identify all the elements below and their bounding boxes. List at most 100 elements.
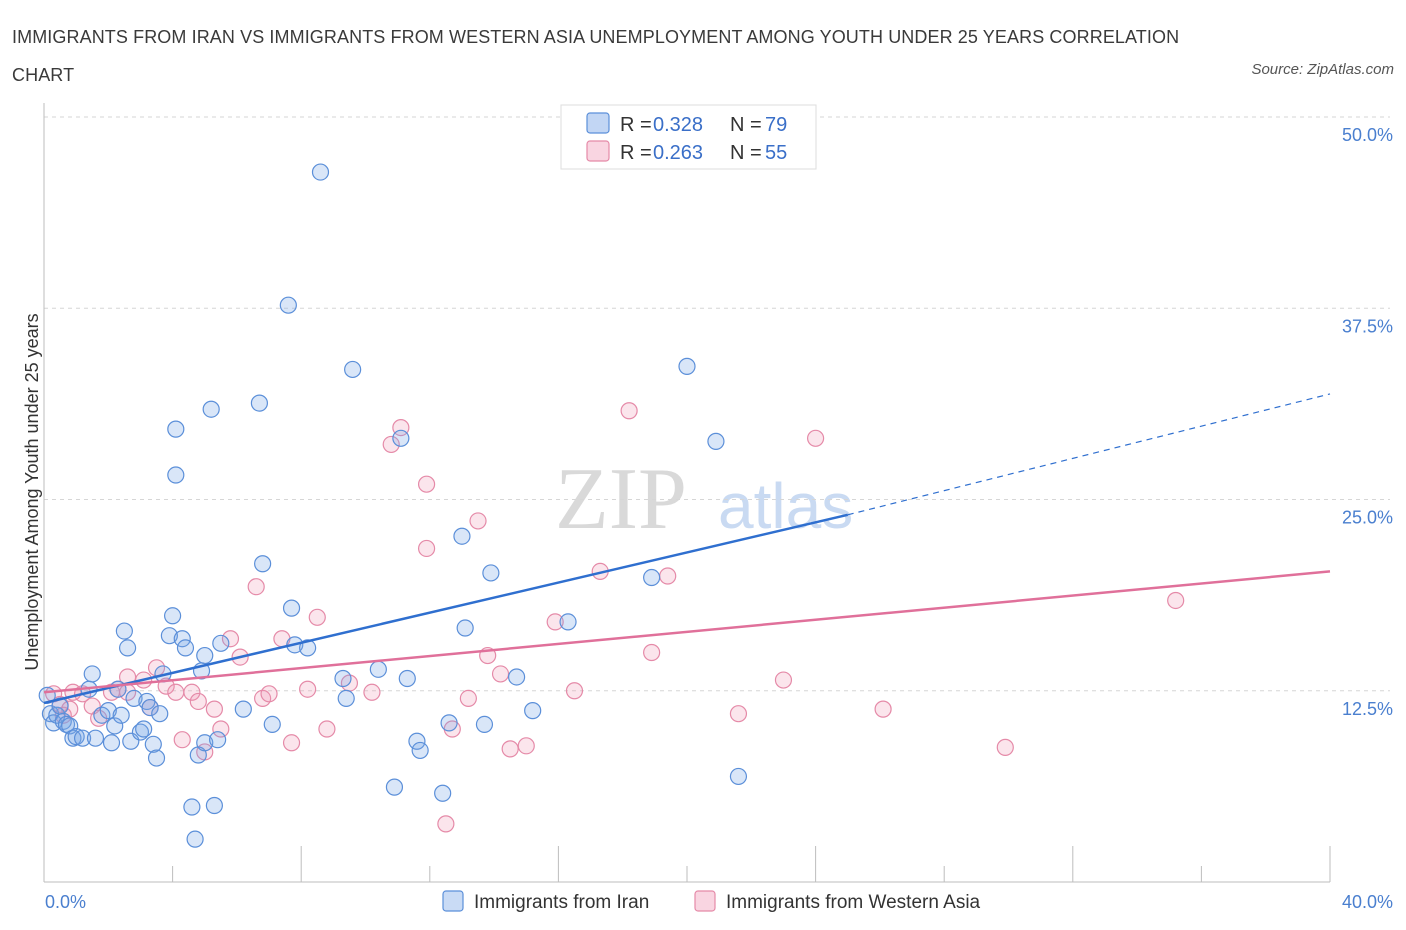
top-legend: R = 0.328 N = 79 R = 0.263 N = 55 (560, 104, 817, 170)
wasia-point-27 (260, 685, 278, 703)
iran-point-43 (196, 646, 214, 665)
wasia-point-51 (643, 643, 661, 662)
iran-point-77 (707, 432, 725, 450)
legend-n-value-iran: 79 (765, 114, 787, 136)
trend-line-iran (43, 513, 849, 705)
iran-point-59 (344, 360, 362, 379)
wasia-point-58 (1167, 591, 1185, 610)
iran-point-23 (125, 689, 143, 708)
y-tick-label-1: 25.0% (1342, 508, 1393, 528)
iran-point-13 (86, 729, 105, 747)
axes (43, 103, 1330, 883)
legend-n-label-iran: N = (730, 114, 762, 136)
trend-line-wasia (43, 570, 1331, 694)
iran-point-78 (729, 767, 748, 786)
iran-point-51 (263, 715, 281, 734)
iran-point-35 (167, 466, 185, 484)
y-tick-label-3: 50.0% (1342, 125, 1393, 145)
wasia-point-35 (382, 435, 400, 454)
wasia-point-31 (308, 608, 326, 626)
wasia-point-34 (363, 683, 381, 701)
wasia-point-19 (189, 692, 207, 711)
iran-point-36 (173, 630, 191, 648)
wasia-point-38 (417, 475, 436, 493)
x-tick-labels: 0.0% 40.0% (45, 892, 1393, 912)
iran-point-60 (369, 660, 387, 678)
iran-point-12 (83, 665, 101, 683)
iran-point-47 (212, 634, 230, 652)
wasia-point-17 (173, 731, 191, 749)
iran-point-38 (183, 798, 201, 816)
iran-point-20 (115, 622, 133, 640)
gridlines (44, 116, 1390, 692)
iran-point-17 (106, 717, 124, 735)
iran-point-62 (392, 429, 410, 447)
iran-point-33 (164, 607, 182, 625)
iran-point-70 (475, 715, 494, 734)
wasia-point-48 (565, 682, 584, 700)
iran-point-25 (135, 720, 153, 738)
wasia-point-23 (221, 630, 240, 648)
source-label: Source: ZipAtlas.com (1251, 61, 1394, 78)
legend-r-value-wasia: 0.263 (653, 142, 703, 164)
iran-point-46 (209, 731, 227, 749)
watermark-atlas: atlas (718, 470, 853, 542)
iran-point-75 (643, 568, 661, 587)
iran-point-50 (254, 555, 272, 573)
trend-lines (43, 393, 1331, 705)
iran-point-29 (147, 749, 166, 767)
legend-r-label-iran: R = (620, 114, 652, 136)
series-iran-points (38, 163, 748, 848)
bottom-legend: Immigrants from Iran Immigrants from Wes… (442, 890, 981, 913)
iran-point-48 (234, 700, 252, 718)
y-tick-label-2: 37.5% (1342, 316, 1393, 336)
wasia-point-54 (774, 671, 793, 689)
x-tick-label-1: 40.0% (1342, 892, 1393, 912)
wasia-point-21 (205, 700, 223, 718)
iran-point-57 (334, 669, 352, 688)
iran-point-65 (411, 741, 429, 760)
wasia-point-22 (212, 720, 230, 738)
iran-point-42 (196, 734, 214, 752)
wasia-point-18 (183, 683, 201, 701)
bottom-legend-swatch-wasia (694, 890, 716, 912)
iran-point-71 (482, 564, 500, 582)
wasia-point-46 (517, 737, 535, 755)
iran-point-53 (282, 599, 301, 617)
iran-point-58 (337, 689, 355, 708)
x-ticks (172, 846, 1331, 882)
wasia-point-52 (659, 567, 677, 585)
iran-point-44 (202, 400, 220, 418)
legend-swatch-wasia (586, 140, 610, 162)
iran-point-68 (453, 527, 471, 545)
iran-point-56 (311, 163, 330, 181)
wasia-point-39 (437, 815, 455, 833)
wasia-point-29 (282, 734, 301, 752)
wasia-point-16 (167, 683, 185, 701)
iran-point-49 (250, 394, 269, 412)
trend-line-iran-extension (847, 393, 1331, 516)
wasia-point-57 (996, 738, 1014, 756)
wasia-point-50 (620, 402, 638, 420)
iran-point-69 (456, 619, 474, 637)
iran-point-55 (299, 639, 317, 657)
iran-point-37 (176, 639, 195, 657)
iran-point-19 (112, 706, 130, 724)
y-axis-title: Unemployment Among Youth under 25 years (22, 313, 42, 670)
wasia-point-25 (247, 578, 265, 596)
chart-title: IMMIGRANTS FROM IRAN VS IMMIGRANTS FROM … (12, 27, 1180, 85)
iran-point-15 (99, 702, 117, 720)
wasia-point-30 (299, 680, 317, 698)
iran-point-72 (508, 668, 526, 686)
wasia-point-47 (546, 613, 564, 631)
iran-point-66 (434, 784, 452, 802)
bottom-legend-label-iran: Immigrants from Iran (474, 892, 649, 913)
iran-point-76 (678, 357, 696, 375)
wasia-point-45 (501, 740, 519, 758)
x-tick-label-0: 0.0% (45, 892, 86, 912)
wasia-point-32 (318, 720, 336, 738)
iran-point-32 (160, 627, 178, 645)
iran-point-52 (279, 296, 297, 314)
wasia-point-56 (874, 700, 892, 718)
iran-point-61 (385, 778, 404, 796)
